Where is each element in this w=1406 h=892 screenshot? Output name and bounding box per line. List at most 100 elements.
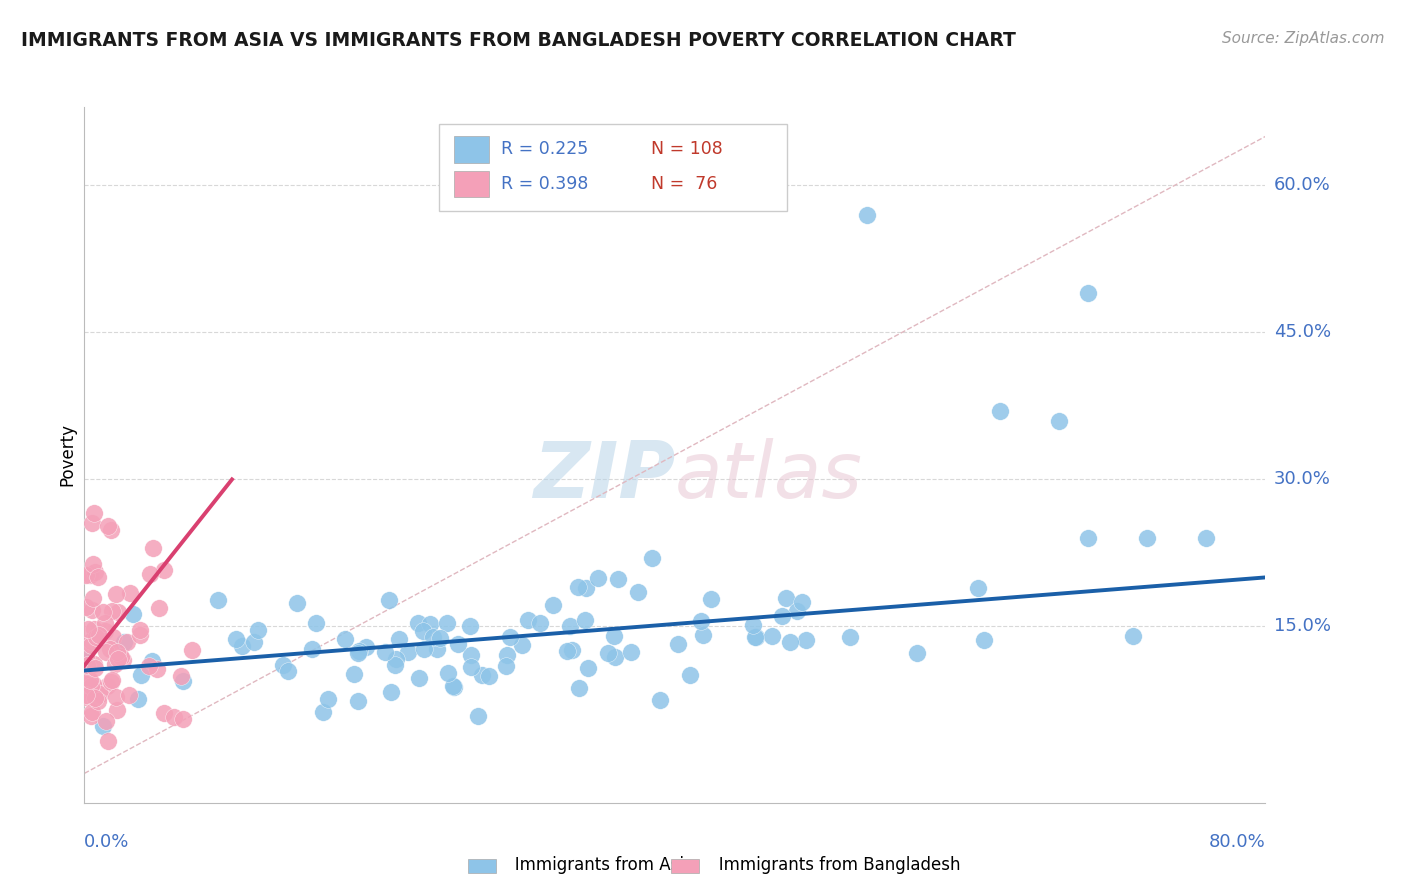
Point xyxy=(557,643,579,657)
Point xyxy=(82,603,104,617)
Point xyxy=(83,622,105,636)
Point xyxy=(146,662,169,676)
Point xyxy=(838,630,860,644)
Point xyxy=(82,591,104,605)
Point xyxy=(413,642,436,657)
Point xyxy=(742,617,765,632)
Point xyxy=(142,541,165,555)
Point xyxy=(305,616,328,631)
Point xyxy=(786,604,808,618)
Point xyxy=(112,634,135,648)
Point xyxy=(148,601,170,615)
Point xyxy=(181,643,204,657)
Point xyxy=(243,635,266,649)
Point xyxy=(91,605,114,619)
Point xyxy=(118,688,141,702)
Point xyxy=(627,584,650,599)
Point xyxy=(107,651,129,665)
Point xyxy=(84,630,107,644)
Point xyxy=(384,657,406,672)
Point xyxy=(163,709,186,723)
Point xyxy=(574,614,596,628)
Point xyxy=(75,682,97,697)
Point xyxy=(699,592,721,607)
Point xyxy=(101,604,124,618)
Point xyxy=(170,668,193,682)
Point xyxy=(87,629,110,643)
Point xyxy=(988,404,1011,418)
Point xyxy=(905,646,928,660)
Point xyxy=(104,690,127,704)
Point xyxy=(75,652,97,666)
FancyBboxPatch shape xyxy=(439,124,787,211)
Text: IMMIGRANTS FROM ASIA VS IMMIGRANTS FROM BANGLADESH POVERTY CORRELATION CHART: IMMIGRANTS FROM ASIA VS IMMIGRANTS FROM … xyxy=(21,31,1017,50)
Point xyxy=(855,208,877,222)
Point xyxy=(558,619,581,633)
Point xyxy=(510,638,533,652)
Point xyxy=(79,634,101,648)
Text: R = 0.398: R = 0.398 xyxy=(502,175,589,194)
Point xyxy=(794,633,817,648)
Point xyxy=(429,631,451,645)
Point xyxy=(84,691,107,706)
Point xyxy=(460,618,482,632)
Point xyxy=(1047,414,1070,428)
Point xyxy=(385,652,408,666)
Point xyxy=(586,571,609,585)
Point xyxy=(83,566,105,580)
Point xyxy=(79,673,101,688)
Point xyxy=(761,629,783,643)
Point xyxy=(80,706,103,720)
Point xyxy=(495,659,517,673)
Text: Immigrants from Asia: Immigrants from Asia xyxy=(499,856,695,874)
Point xyxy=(426,642,449,657)
Point xyxy=(94,616,117,631)
Point xyxy=(172,712,194,726)
Point xyxy=(75,682,97,697)
Point xyxy=(406,615,429,630)
Point xyxy=(94,624,117,639)
Point xyxy=(231,639,253,653)
Point xyxy=(117,635,139,649)
Point xyxy=(141,654,163,668)
Text: Source: ZipAtlas.com: Source: ZipAtlas.com xyxy=(1222,31,1385,46)
Point xyxy=(96,679,118,693)
Point xyxy=(419,617,441,632)
Point xyxy=(79,678,101,692)
Text: 15.0%: 15.0% xyxy=(1274,617,1330,635)
Point xyxy=(83,657,105,672)
Point xyxy=(83,506,105,520)
Point xyxy=(443,680,465,694)
Point xyxy=(1136,531,1159,545)
Point xyxy=(107,703,129,717)
Point xyxy=(207,592,229,607)
Point xyxy=(437,666,460,681)
Point xyxy=(246,623,269,637)
Point xyxy=(596,646,619,660)
Point xyxy=(744,630,766,644)
Point xyxy=(96,645,118,659)
Point xyxy=(666,637,689,651)
Point xyxy=(1122,629,1144,643)
Point xyxy=(87,628,110,642)
Point xyxy=(354,640,377,654)
Point xyxy=(1077,531,1099,545)
Point xyxy=(607,572,630,586)
Point xyxy=(301,642,323,657)
Point xyxy=(478,669,501,683)
Point xyxy=(641,551,664,566)
Point xyxy=(98,642,121,657)
Point xyxy=(277,664,299,678)
Text: N =  76: N = 76 xyxy=(651,175,717,194)
Point xyxy=(80,708,103,723)
Text: N = 108: N = 108 xyxy=(651,140,723,159)
Point xyxy=(779,634,801,648)
Point xyxy=(271,658,294,673)
Point xyxy=(225,632,247,646)
Point xyxy=(87,627,110,641)
Point xyxy=(127,691,149,706)
Point xyxy=(79,679,101,693)
Bar xyxy=(468,859,496,873)
Point xyxy=(129,668,152,682)
Point xyxy=(775,591,797,605)
